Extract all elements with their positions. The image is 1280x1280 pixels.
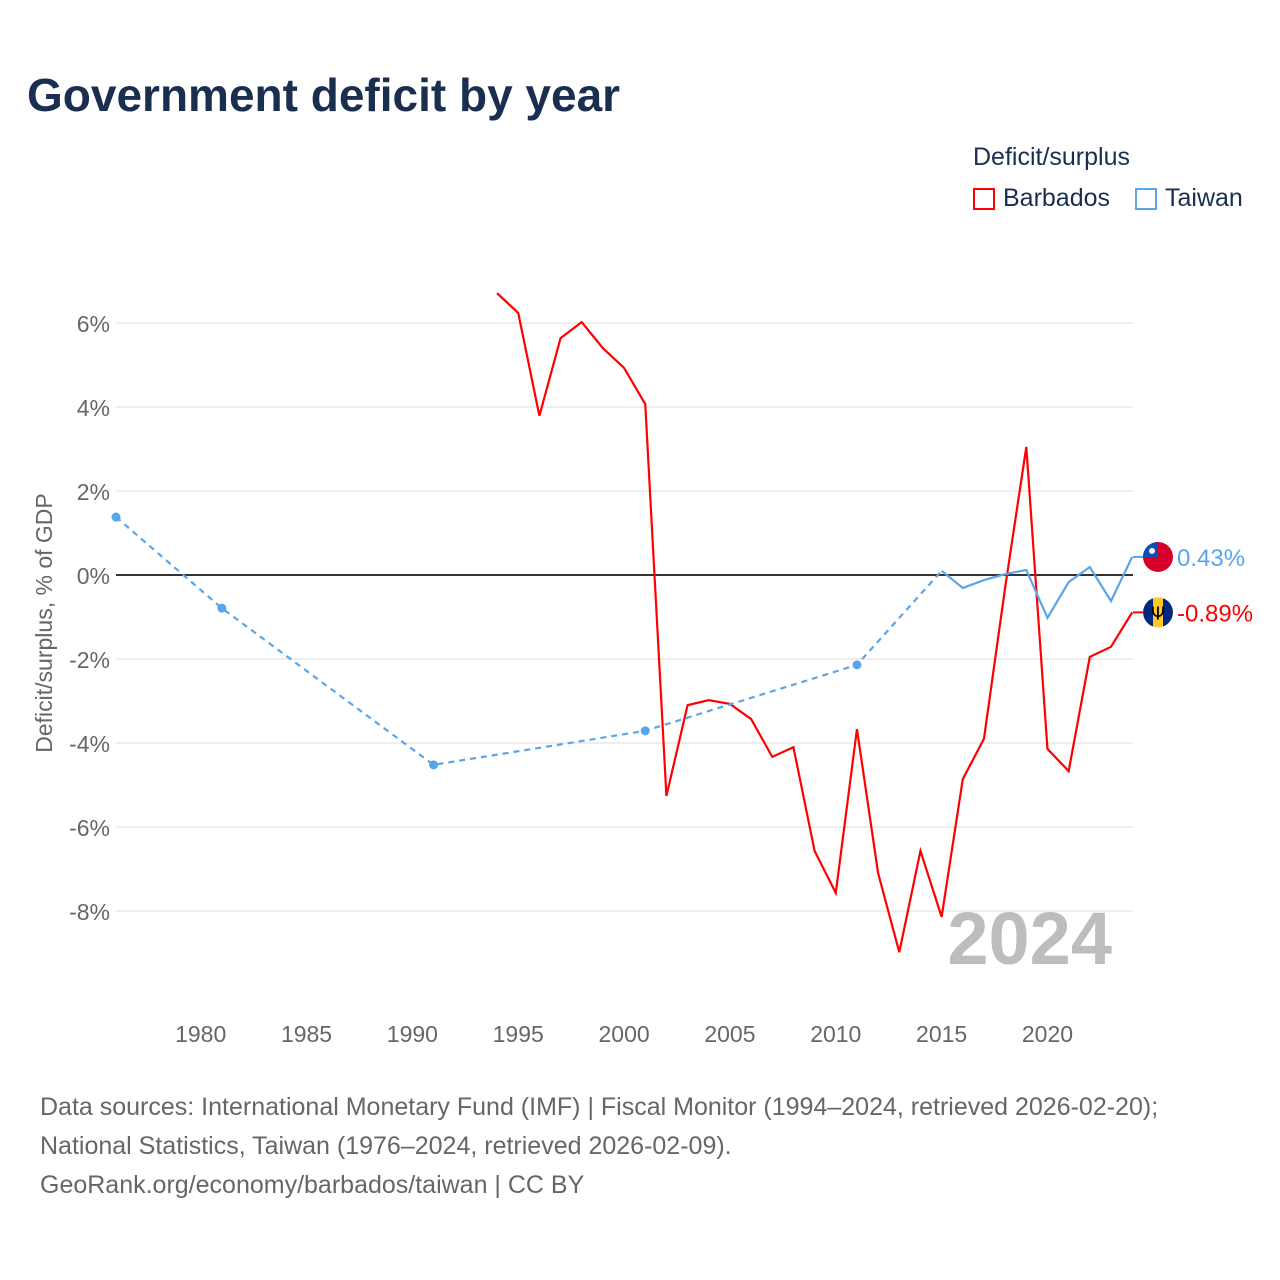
y-tick-label: -4% bbox=[69, 731, 110, 757]
year-watermark: 2024 bbox=[947, 897, 1112, 980]
legend-title: Deficit/surplus bbox=[973, 143, 1130, 171]
data-point-taiwan bbox=[429, 760, 439, 770]
series-line-taiwan bbox=[940, 556, 1134, 621]
barbados-flag-right bbox=[1163, 598, 1173, 627]
legend-item-taiwan[interactable]: Taiwan bbox=[1134, 184, 1243, 213]
data-point-taiwan bbox=[111, 512, 121, 522]
x-tick-label: 2000 bbox=[598, 1021, 649, 1047]
y-tick-label: -2% bbox=[69, 647, 110, 673]
y-tick-label: 6% bbox=[77, 311, 110, 337]
data-point-taiwan bbox=[217, 603, 227, 613]
legend: Deficit/surplus Barbados Taiwan bbox=[973, 143, 1261, 217]
y-axis-label: Deficit/surplus, % of GDP bbox=[31, 493, 57, 752]
y-tick-label: -6% bbox=[69, 815, 110, 841]
x-tick-label: 1990 bbox=[387, 1021, 438, 1047]
legend-swatch bbox=[973, 187, 995, 210]
x-tick-label: 1985 bbox=[281, 1021, 332, 1047]
series-line-taiwan-interpolated bbox=[115, 516, 943, 766]
footer: Data sources: International Monetary Fun… bbox=[40, 1088, 1158, 1205]
y-tick-label: 2% bbox=[77, 479, 110, 505]
data-point-taiwan bbox=[852, 660, 862, 670]
y-tick-label: 0% bbox=[77, 563, 110, 589]
end-value-label-barbados: -0.89% bbox=[1177, 600, 1253, 627]
taiwan-flag-sun bbox=[1149, 547, 1155, 554]
end-value-label-taiwan: 0.43% bbox=[1177, 545, 1245, 572]
legend-label: Taiwan bbox=[1164, 184, 1243, 212]
legend-label: Barbados bbox=[1003, 184, 1111, 212]
y-tick-label: -8% bbox=[69, 899, 110, 925]
x-tick-label: 1995 bbox=[493, 1021, 544, 1047]
legend-swatch bbox=[1134, 187, 1157, 210]
trident-icon: Ψ bbox=[1151, 603, 1165, 624]
source-line: Data sources: International Monetary Fun… bbox=[40, 1093, 1159, 1121]
barbados-flag-left bbox=[1143, 598, 1153, 627]
y-tick-label: 4% bbox=[77, 395, 110, 421]
line-chart: -8% -6% -4% -2% 0% 2% 4% 6% 1980 1985 1990 1995 2000… bbox=[31, 292, 1253, 1047]
x-tick-label: 2010 bbox=[810, 1021, 861, 1047]
x-tick-label: 2015 bbox=[916, 1021, 967, 1047]
x-tick-label: 1980 bbox=[175, 1021, 226, 1047]
legend-item-barbados[interactable]: Barbados bbox=[973, 184, 1110, 213]
chart-title: Government deficit by year bbox=[27, 69, 621, 121]
data-point-taiwan bbox=[640, 726, 650, 736]
x-tick-label: 2005 bbox=[704, 1021, 755, 1047]
source-line: National Statistics, Taiwan (1976–2024, … bbox=[40, 1132, 732, 1160]
attribution-link[interactable]: GeoRank.org/economy/barbados/taiwan | CC… bbox=[40, 1171, 585, 1199]
series-line-barbados bbox=[496, 292, 1134, 953]
x-tick-label: 2020 bbox=[1022, 1021, 1073, 1047]
